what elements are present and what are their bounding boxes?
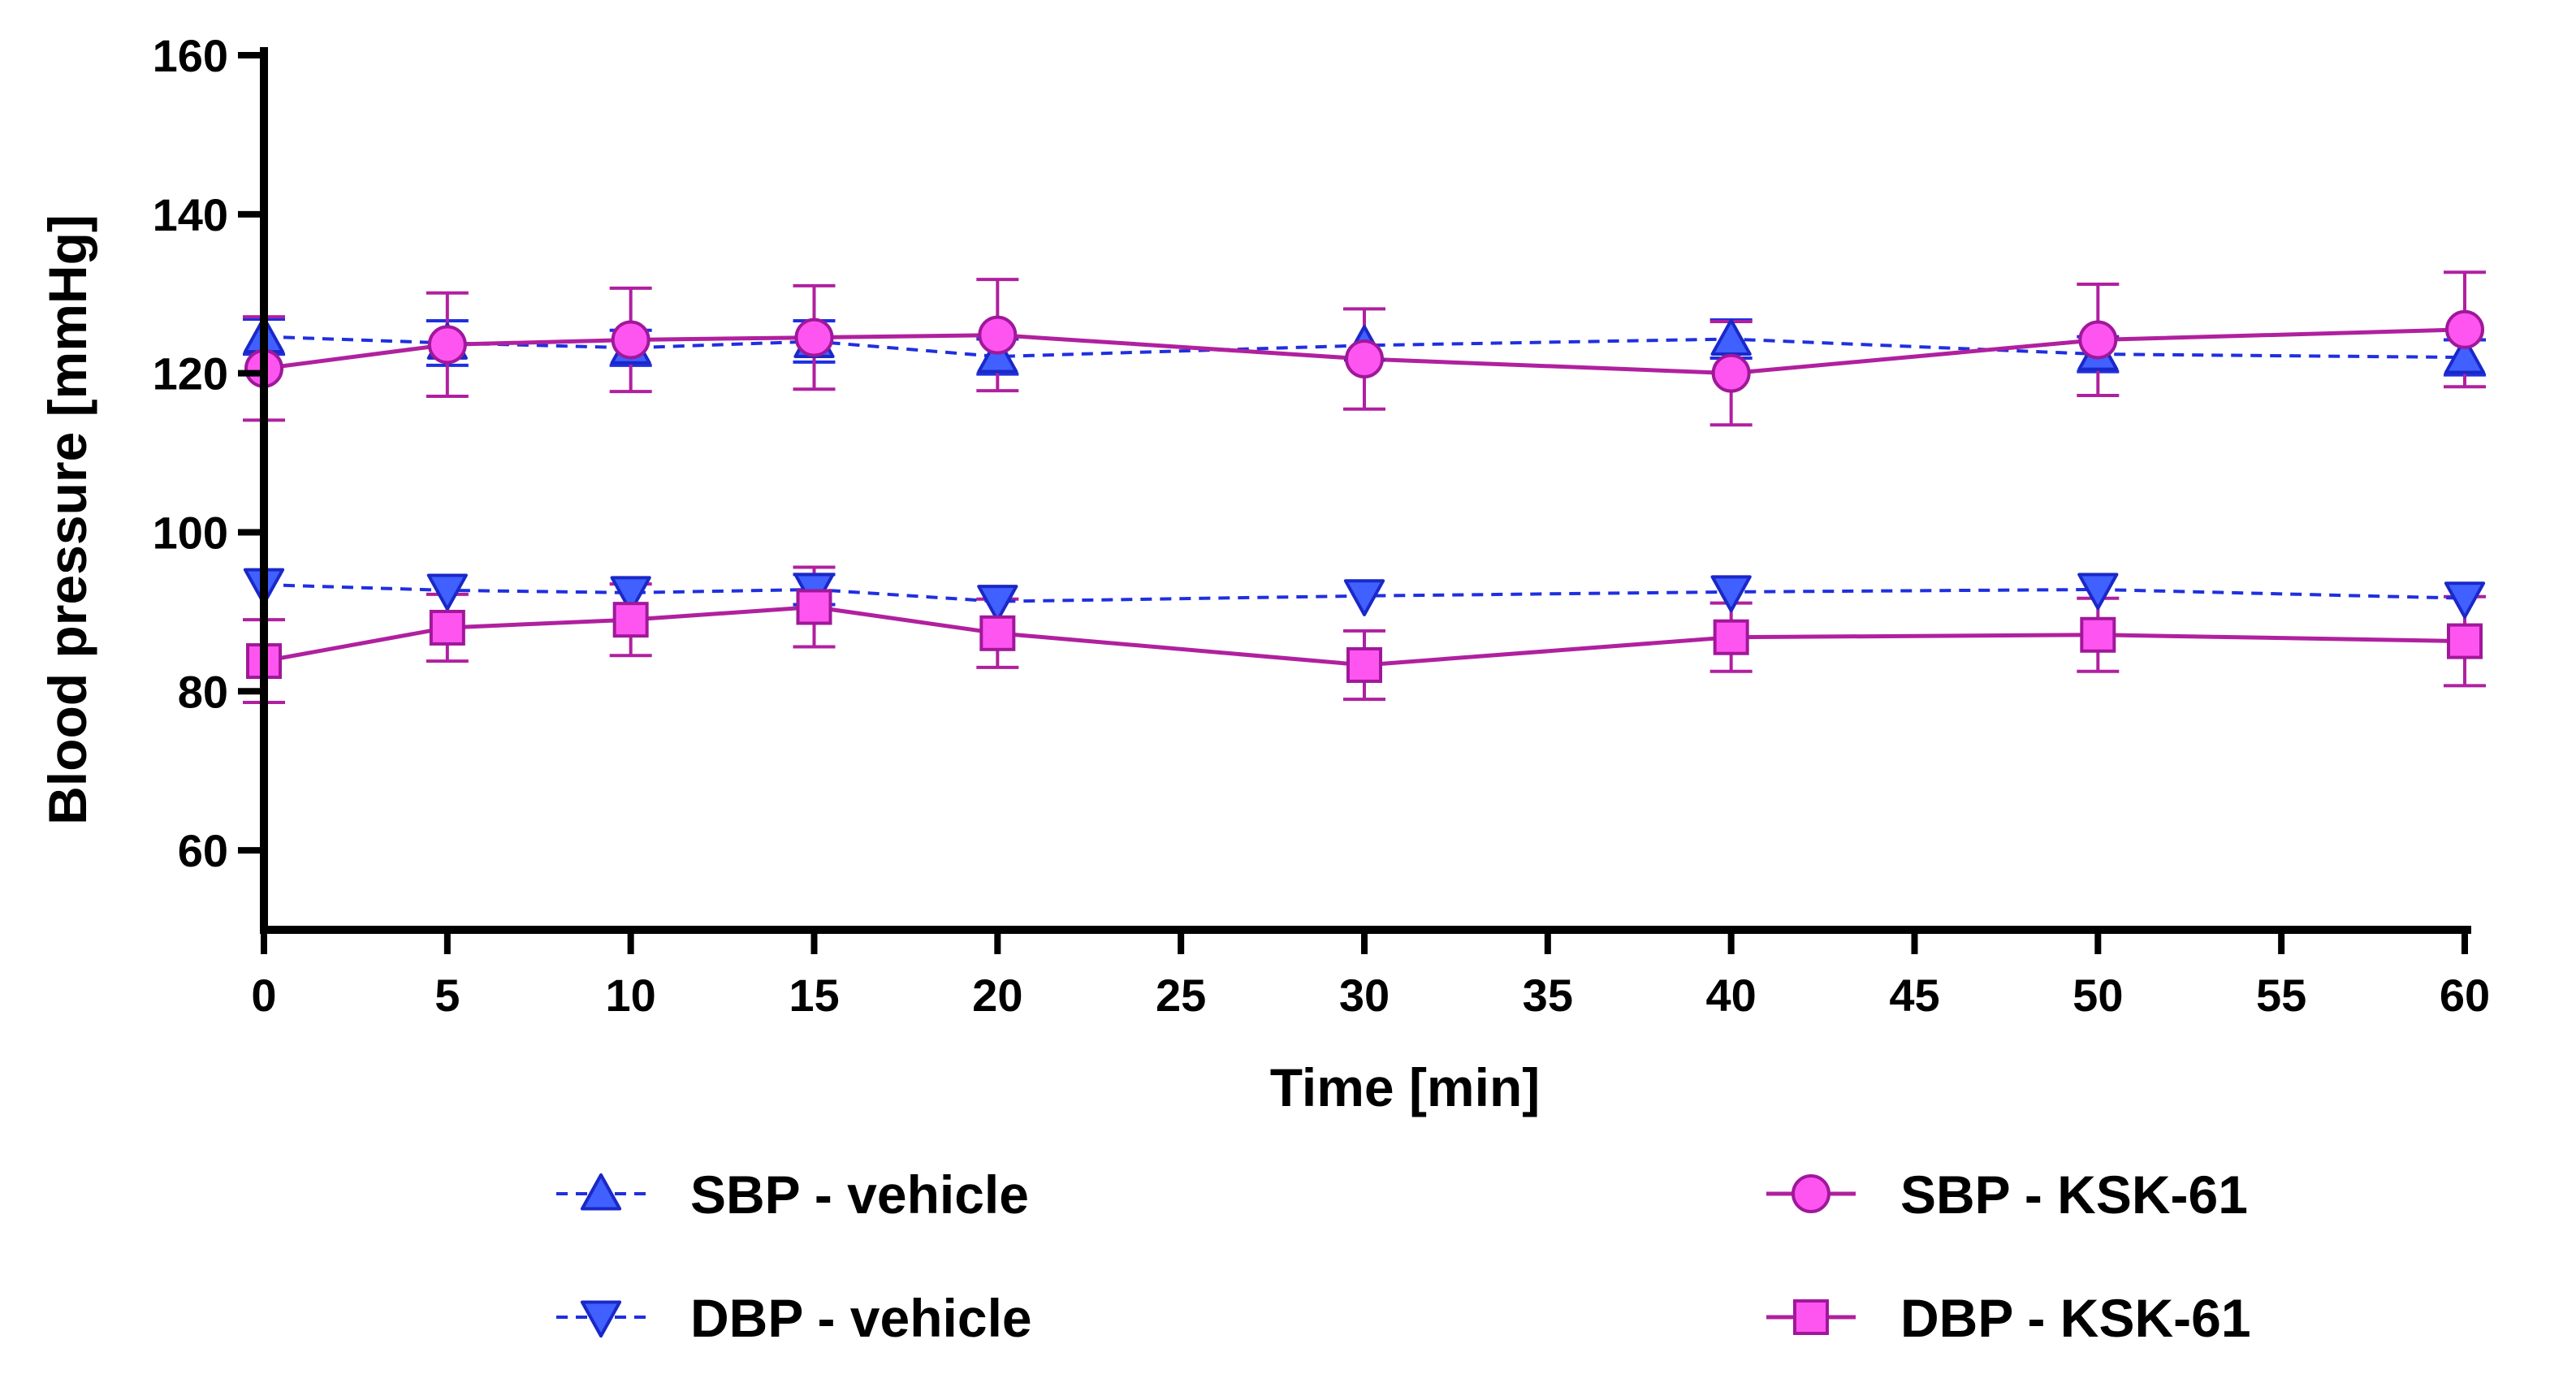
data-point-dbp-vehicle <box>2077 573 2119 611</box>
legend-marker-sbp-vehicle <box>580 1173 622 1211</box>
x-tick-label: 30 <box>1339 970 1390 1021</box>
data-point-dbp-ksk-61 <box>1713 619 1749 655</box>
y-tick-label: 80 <box>178 666 228 717</box>
data-point-dbp-ksk-61 <box>796 589 832 625</box>
legend-label-sbp-vehicle: SBP - vehicle <box>690 1164 1029 1225</box>
legend-marker-sbp-ksk-61 <box>1792 1174 1830 1213</box>
data-point-sbp-ksk-61 <box>427 325 467 365</box>
data-point-sbp-ksk-61 <box>1711 353 1751 393</box>
data-point-dbp-vehicle <box>1710 575 1752 612</box>
legend-marker-dbp-ksk-61 <box>1793 1299 1829 1335</box>
x-tick-label: 5 <box>434 970 460 1021</box>
x-tick-label: 15 <box>789 970 839 1021</box>
x-tick-label: 45 <box>1889 970 1939 1021</box>
data-point-dbp-vehicle <box>2444 581 2486 619</box>
data-point-dbp-vehicle <box>977 585 1018 622</box>
x-tick-label: 60 <box>2440 970 2490 1021</box>
x-tick-label: 50 <box>2072 970 2123 1021</box>
legend-label-sbp-ksk-61: SBP - KSK-61 <box>1900 1164 2248 1225</box>
data-point-dbp-ksk-61 <box>612 602 649 638</box>
y-tick-label: 160 <box>153 30 228 81</box>
y-tick-label: 100 <box>153 507 228 558</box>
axes-layer <box>238 47 2471 954</box>
marker-layer <box>243 309 2486 683</box>
y-tick-label: 140 <box>153 189 228 240</box>
data-point-sbp-ksk-61 <box>611 320 650 360</box>
data-point-sbp-ksk-61 <box>1345 339 1384 379</box>
data-point-dbp-ksk-61 <box>1346 646 1382 683</box>
x-axis-title: Time [min] <box>1270 1057 1540 1117</box>
data-point-dbp-ksk-61 <box>979 615 1016 651</box>
data-point-dbp-ksk-61 <box>2447 623 2483 659</box>
data-point-sbp-ksk-61 <box>2078 320 2118 360</box>
data-point-dbp-ksk-61 <box>429 609 465 646</box>
tick-label-layer: 60 80 100 120 140 160 0 5 10 15 20 25 30 35 40 45 50 55 60 <box>153 30 2491 1021</box>
data-point-dbp-vehicle <box>1343 579 1385 616</box>
legend-label-dbp-ksk-61: DBP - KSK-61 <box>1900 1288 2251 1348</box>
data-point-sbp-ksk-61 <box>794 318 834 357</box>
x-tick-label: 55 <box>2256 970 2306 1021</box>
y-tick-label: 120 <box>153 348 228 400</box>
x-tick-label: 35 <box>1523 970 1573 1021</box>
legend-marker-dbp-vehicle <box>580 1300 622 1338</box>
y-axis-title: Blood pressure [mmHg] <box>37 214 97 825</box>
y-tick-label: 60 <box>178 825 228 876</box>
data-point-sbp-ksk-61 <box>978 315 1018 355</box>
x-tick-label: 0 <box>251 970 276 1021</box>
data-point-dbp-vehicle <box>426 573 468 611</box>
data-point-sbp-ksk-61 <box>2445 309 2484 349</box>
legend: SBP - vehicle DBP - vehicle SBP - KSK-61 DB… <box>556 1164 2251 1348</box>
x-tick-label: 25 <box>1156 970 1206 1021</box>
x-tick-label: 20 <box>972 970 1022 1021</box>
data-point-sbp-vehicle <box>1710 318 1752 356</box>
data-point-sbp-vehicle <box>977 335 1018 374</box>
x-tick-label: 40 <box>1706 970 1757 1021</box>
data-point-dbp-vehicle <box>610 576 651 613</box>
data-point-dbp-ksk-61 <box>2080 616 2116 653</box>
x-tick-label: 10 <box>606 970 656 1021</box>
legend-label-dbp-vehicle: DBP - vehicle <box>690 1288 1032 1348</box>
series-line-dbp-vehicle <box>263 583 2466 603</box>
data-point-sbp-vehicle <box>2444 336 2486 374</box>
